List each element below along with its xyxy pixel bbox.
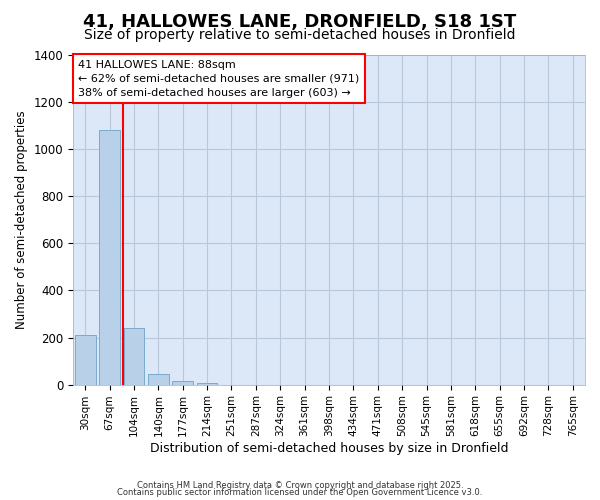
- Y-axis label: Number of semi-detached properties: Number of semi-detached properties: [15, 110, 28, 329]
- Bar: [172, 381, 193, 384]
- Text: 41, HALLOWES LANE, DRONFIELD, S18 1ST: 41, HALLOWES LANE, DRONFIELD, S18 1ST: [83, 12, 517, 30]
- Bar: [99, 130, 120, 384]
- Bar: [75, 335, 95, 384]
- Bar: [124, 328, 145, 384]
- Text: Contains public sector information licensed under the Open Government Licence v3: Contains public sector information licen…: [118, 488, 482, 497]
- Bar: [148, 374, 169, 384]
- Text: Contains HM Land Registry data © Crown copyright and database right 2025.: Contains HM Land Registry data © Crown c…: [137, 480, 463, 490]
- Text: Size of property relative to semi-detached houses in Dronfield: Size of property relative to semi-detach…: [84, 28, 516, 42]
- Text: 41 HALLOWES LANE: 88sqm
← 62% of semi-detached houses are smaller (971)
38% of s: 41 HALLOWES LANE: 88sqm ← 62% of semi-de…: [78, 60, 359, 98]
- X-axis label: Distribution of semi-detached houses by size in Dronfield: Distribution of semi-detached houses by …: [150, 442, 508, 455]
